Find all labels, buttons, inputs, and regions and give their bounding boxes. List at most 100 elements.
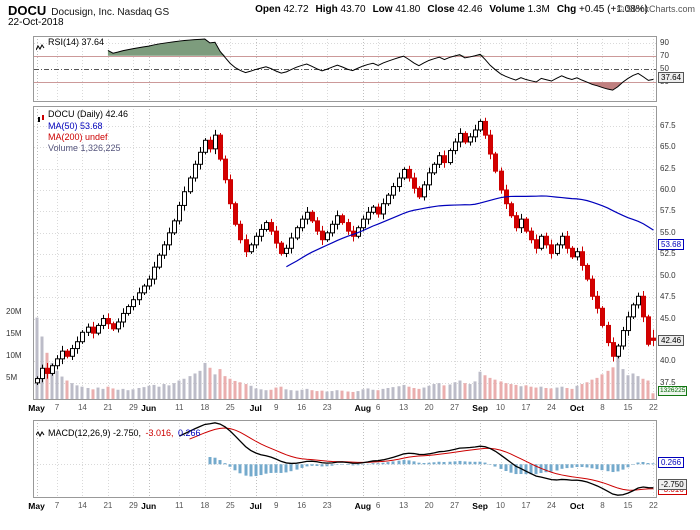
x-axis-macd-tick: 13	[399, 501, 409, 510]
price-axis-tick: 47.5	[660, 292, 676, 302]
quote-value: 41.80	[392, 4, 421, 15]
x-axis-main-tick: May	[28, 403, 45, 413]
candlestick-icon	[37, 111, 46, 129]
quote-label: Close	[427, 4, 455, 15]
ma50-value-tag: 53.68	[658, 239, 685, 251]
x-axis-main-tick: 24	[547, 403, 556, 412]
rsi-value-tag: 37.64	[658, 72, 685, 84]
x-axis-main-tick: 6	[375, 403, 381, 412]
rsi-axis-tick: 90	[660, 37, 669, 47]
quote-label: Chg	[556, 4, 577, 15]
x-axis-macd-tick: 23	[322, 501, 332, 510]
macd-label-macd: MACD(12,26,9) -2.750,	[48, 428, 142, 438]
chart-date: 22-Oct-2018	[8, 17, 64, 28]
macd-value-tag: -2.750	[658, 478, 687, 490]
quote-strip: Open 42.72 High 43.70 Low 41.80 Close 42.46…	[248, 4, 648, 15]
x-axis-main-tick: 17	[521, 403, 531, 412]
x-axis-main-tick: 18	[200, 403, 210, 412]
x-axis-main-tick: 11	[175, 403, 184, 412]
volume-axis-tick: 5M	[6, 373, 18, 382]
legend-ma200: MA(200) undef	[48, 132, 108, 142]
x-axis-macd-tick: Sep	[472, 501, 488, 511]
quote-value: 42.72	[280, 4, 309, 15]
macd-hist-tag: 0.266	[658, 457, 685, 469]
x-axis-macd-tick: Jun	[141, 501, 157, 511]
x-axis-macd-tick: 24	[547, 501, 556, 510]
x-axis-macd-tick: 21	[103, 501, 113, 510]
x-axis-macd-tick: Oct	[569, 501, 585, 511]
legend-ma50: MA(50) 53.68	[48, 121, 103, 131]
company-name: Docusign, Inc. Nasdaq GS	[51, 7, 170, 18]
x-axis-main-tick: 29	[128, 403, 138, 412]
quote-label: Low	[372, 4, 393, 15]
x-axis-main-tick: 15	[623, 403, 633, 412]
x-axis-macd-tick: 10	[496, 501, 505, 510]
price-axis-tick: 57.5	[660, 206, 676, 216]
quote-value: +0.45 (+1.08%)	[576, 4, 648, 15]
volume-axis-tick: 20M	[6, 307, 22, 316]
x-axis-macd-tick: 7	[54, 501, 60, 510]
price-axis-tick: 37.5	[660, 377, 676, 387]
x-axis-macd-tick: Aug	[354, 501, 372, 511]
x-axis-main-tick: 14	[77, 403, 87, 412]
x-axis-macd-tick: 27	[450, 501, 460, 510]
x-axis-macd-tick: 9	[273, 501, 279, 510]
header: DOCU Docusign, Inc. Nasdaq GS	[8, 2, 169, 20]
x-axis-macd-tick: 14	[77, 501, 87, 510]
x-axis-macd-tick: 8	[600, 501, 605, 510]
x-axis-main-tick: 8	[600, 403, 605, 412]
macd-label: MACD(12,26,9) -2.750, -3.016, 0.266	[48, 423, 201, 441]
price-axis-tick: 55.0	[660, 227, 676, 237]
x-axis-main-tick: Jul	[249, 403, 262, 413]
x-axis-macd-tick: 16	[297, 501, 307, 510]
volume-axis-tick: 10M	[6, 351, 22, 360]
macd-label-signal: -3.016,	[145, 428, 174, 438]
price-axis-tick: 67.5	[660, 120, 676, 130]
stockcharts-credit: © StockCharts.com	[617, 4, 695, 14]
rsi-axis-tick: 70	[660, 50, 669, 60]
x-axis-macd-tick: 20	[424, 501, 434, 510]
x-axis-macd-tick: 11	[175, 501, 184, 510]
x-axis-main-tick: Aug	[354, 403, 372, 413]
quote-label: Open	[255, 4, 281, 15]
x-axis-main-tick: 21	[103, 403, 113, 412]
x-axis-macd-tick: 17	[521, 501, 531, 510]
x-axis-main-tick: 25	[225, 403, 235, 412]
x-axis-main-tick: 27	[450, 403, 460, 412]
legend-symbol: DOCU (Daily) 42.46	[48, 109, 129, 119]
quote-value: 1.3M	[524, 4, 550, 15]
price-axis-tick: 52.5	[660, 249, 676, 259]
price-axis-tick: 60.0	[660, 185, 676, 194]
quote-label: Volume	[489, 4, 525, 15]
x-axis-main-tick: 16	[297, 403, 307, 412]
price-axis-tick: 65.0	[660, 142, 676, 152]
x-axis-macd-tick: 15	[623, 501, 633, 510]
price-axis-tick: 40.0	[660, 356, 676, 366]
price-axis-tick: 45.0	[660, 313, 676, 323]
rsi-label: RSI(14) 37.64	[48, 37, 105, 47]
x-axis-main-tick: 23	[322, 403, 332, 412]
x-axis-main-tick: Jun	[141, 403, 157, 413]
x-axis-main-tick: Sep	[472, 403, 488, 413]
indicator-icon	[35, 39, 45, 57]
x-axis-macd-tick: 25	[225, 501, 235, 510]
last-price-tag: 42.46	[658, 335, 685, 347]
price-axis-tick: 62.5	[660, 163, 676, 173]
x-axis-main-tick: 22	[648, 403, 658, 412]
x-axis-main-tick: 13	[399, 403, 409, 412]
quote-label: High	[315, 4, 338, 15]
legend-volume: Volume 1,326,225	[48, 143, 121, 153]
volume-axis-tick: 15M	[6, 329, 22, 338]
x-axis-macd-tick: 18	[200, 501, 210, 510]
ticker-symbol: DOCU	[8, 3, 47, 18]
x-axis-main-tick: 20	[424, 403, 434, 412]
x-axis-main-tick: 9	[273, 403, 279, 412]
x-axis-macd-tick: Jul	[249, 501, 262, 511]
x-axis-macd-tick: 22	[648, 501, 658, 510]
x-axis-macd-tick: 29	[128, 501, 138, 510]
x-axis-macd-tick: May	[28, 501, 45, 511]
quote-value: 42.46	[454, 4, 483, 15]
x-axis-main-tick: 7	[54, 403, 60, 412]
